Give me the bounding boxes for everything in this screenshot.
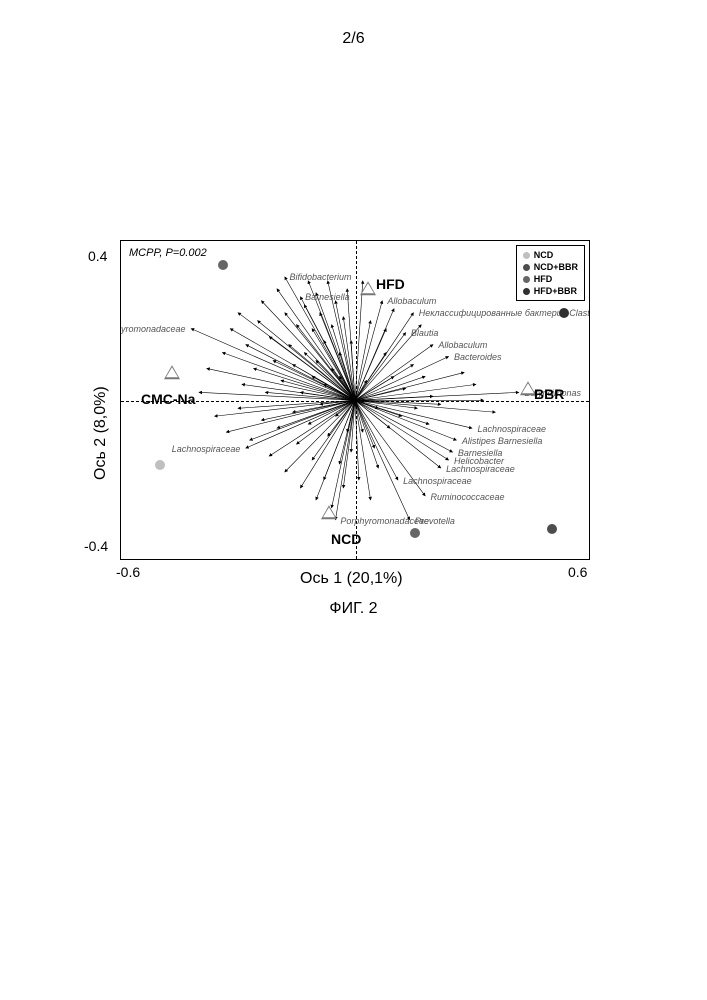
taxon-label: Lachnospiraceae (403, 476, 472, 486)
taxon-label: Lachnospiraceae (478, 424, 547, 434)
mcpp-label: MCPP, P=0.002 (129, 247, 207, 259)
taxon-label: Porphyromonadaceae (340, 516, 429, 526)
legend-item: NCD+BBR (523, 261, 578, 273)
legend-item: HFD+BBR (523, 285, 578, 297)
taxon-label: Blautia (411, 328, 439, 338)
figure-caption: ФИГ. 2 (0, 600, 707, 618)
legend-dot (523, 264, 530, 271)
sample-point (218, 260, 228, 270)
taxon-label: Bacteroides (454, 352, 502, 362)
legend-item: NCD (523, 249, 578, 261)
taxon-label: Ruminococcaceae (431, 492, 505, 502)
centroid-triangle (360, 281, 376, 295)
legend-label: NCD+BBR (534, 261, 578, 273)
taxon-label: Lachnospiraceae (172, 444, 241, 454)
sample-point (559, 308, 569, 318)
legend-dot (523, 276, 530, 283)
sample-point (547, 524, 557, 534)
page-number: 2/6 (0, 30, 707, 48)
legend-label: NCD (534, 249, 554, 261)
centroid-label: CMC-Na (141, 391, 195, 407)
y-axis-label: Ось 2 (8,0%) (92, 386, 110, 480)
y-tick-pos: 0.4 (88, 248, 107, 264)
centroid-triangle (164, 365, 180, 379)
centroid-label: HFD (376, 276, 405, 292)
taxon-label: Barnesiella (305, 292, 350, 302)
sample-point (410, 528, 420, 538)
x-tick-pos: 0.6 (568, 564, 587, 580)
y-tick-neg: -0.4 (84, 538, 108, 554)
legend-dot (523, 288, 530, 295)
taxon-label: Allobaculum (387, 296, 436, 306)
x-tick-neg: -0.6 (116, 564, 140, 580)
taxon-label: Lachnospiraceae (446, 464, 515, 474)
taxon-label: Porphyromonadaceae (120, 324, 186, 334)
legend-item: HFD (523, 273, 578, 285)
biplot: Ось 2 (8,0%) Ось 1 (20,1%) -0.6 0.6 0.4 … (120, 240, 590, 560)
centroid-label: BBR (534, 386, 564, 402)
legend: NCDNCD+BBRHFDHFD+BBR (516, 245, 585, 301)
legend-label: HFD+BBR (534, 285, 577, 297)
centroid-triangle (321, 505, 337, 519)
legend-label: HFD (534, 273, 553, 285)
centroid-label: NCD (331, 531, 361, 547)
x-axis-label: Ось 1 (20,1%) (300, 570, 403, 588)
axis-zero-v (356, 241, 357, 559)
sample-point (155, 460, 165, 470)
taxon-label: Allobaculum (438, 340, 487, 350)
taxon-label: Alistipes Barnesiella (462, 436, 543, 446)
legend-dot (523, 252, 530, 259)
taxon-label: Bifidobacterium (290, 272, 352, 282)
